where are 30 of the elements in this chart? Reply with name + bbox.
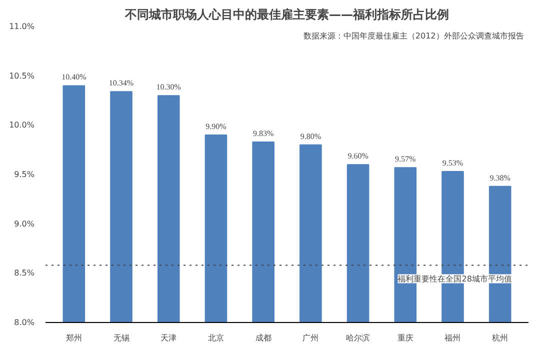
x-tick-label: 无锡: [113, 334, 130, 342]
x-tick-label: 北京: [208, 334, 224, 342]
x-tick-label: 郑州: [66, 334, 82, 342]
data-label: 9.38%: [490, 173, 511, 182]
x-tick-label: 重庆: [397, 334, 414, 342]
x-tick-label: 成都: [255, 334, 272, 342]
data-label: 9.90%: [206, 122, 227, 132]
data-label: 9.53%: [442, 158, 464, 168]
y-tick-label: 8.0%: [14, 318, 35, 327]
chart-title: 不同城市职场人心目中的最佳雇主要素——福利指标所占比例: [124, 8, 449, 22]
annotation: 数据来源：中国年度最佳雇主（2012）外部公众调查城市报告: [303, 32, 524, 40]
data-label: 9.60%: [348, 152, 369, 161]
data-label: 10.34%: [108, 78, 134, 88]
data-label: 10.30%: [156, 82, 182, 92]
x-tick-label: 杭州: [491, 334, 508, 342]
x-tick-label: 哈尔滨: [346, 334, 370, 342]
y-tick-label: 8.5%: [14, 268, 35, 278]
x-tick-label: 天津: [160, 334, 177, 342]
data-label: 9.83%: [252, 128, 274, 138]
y-tick-label: 10.5%: [9, 71, 35, 80]
x-tick-label: 广州: [302, 334, 319, 342]
y-tick-label: 9.5%: [14, 170, 35, 179]
x-tick-label: 福州: [444, 334, 461, 342]
y-tick-label: 10.0%: [9, 120, 35, 130]
data-label: 9.57%: [395, 154, 416, 164]
ref-line-label: 福利重要性在全国28城市平均值: [398, 274, 512, 284]
data-label: 9.80%: [300, 132, 322, 141]
y-tick-label: 11.0%: [9, 22, 35, 31]
y-tick-label: 9.0%: [14, 219, 35, 228]
data-label: 10.40%: [62, 72, 87, 82]
